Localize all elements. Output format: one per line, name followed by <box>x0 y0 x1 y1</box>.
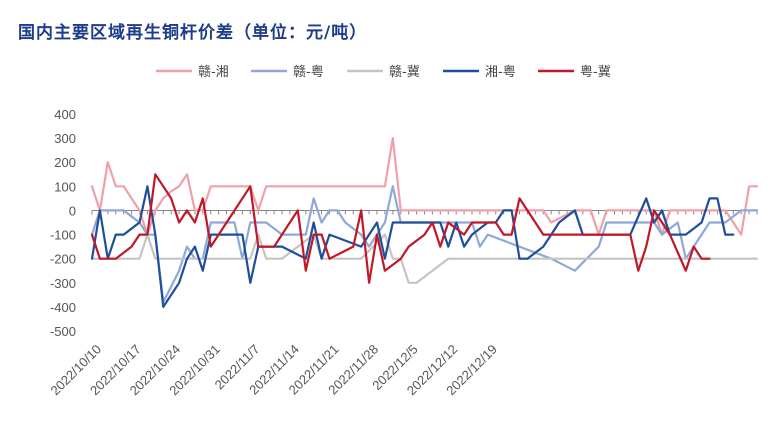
legend: 赣-湘 赣-粤 赣-冀 湘-粤 粤-冀 <box>156 64 611 80</box>
legend-item: 赣-粤 <box>251 64 324 80</box>
y-tick-label: -400 <box>50 300 76 315</box>
legend-label: 赣-粤 <box>293 64 324 80</box>
y-tick-label: 400 <box>54 107 76 122</box>
series-line-2 <box>90 233 759 284</box>
y-tick-label: 100 <box>54 179 76 194</box>
y-tick-label: 0 <box>69 203 76 218</box>
y-tick-label: -300 <box>50 276 76 291</box>
legend-label: 赣-冀 <box>389 64 420 80</box>
chart-title: 国内主要区域再生铜杆价差（单位：元/吨） <box>18 23 368 43</box>
legend-item: 粤-冀 <box>538 64 611 80</box>
series-layer <box>90 137 759 308</box>
y-tick-label: -100 <box>50 228 76 243</box>
y-tick-label: 200 <box>54 155 76 170</box>
legend-item: 赣-湘 <box>156 65 229 80</box>
legend-item: 湘-粤 <box>443 64 516 80</box>
series-line-3 <box>90 185 735 308</box>
legend-label: 赣-湘 <box>198 65 229 80</box>
series-line-4 <box>90 173 711 284</box>
legend-item: 赣-冀 <box>347 64 420 80</box>
y-tick-label: 300 <box>54 131 76 146</box>
y-tick-label: -500 <box>50 324 76 339</box>
y-axis: 400 300 200 100 0 -100 -200 -300 -400 -500 <box>50 107 76 339</box>
y-tick-label: -200 <box>50 252 76 267</box>
x-axis: 2022/10/102022/10/172022/10/242022/10/31… <box>47 209 758 398</box>
series-line-1 <box>90 185 759 304</box>
series-line-0 <box>90 137 759 236</box>
legend-label: 粤-冀 <box>580 64 611 80</box>
legend-label: 湘-粤 <box>485 64 516 80</box>
